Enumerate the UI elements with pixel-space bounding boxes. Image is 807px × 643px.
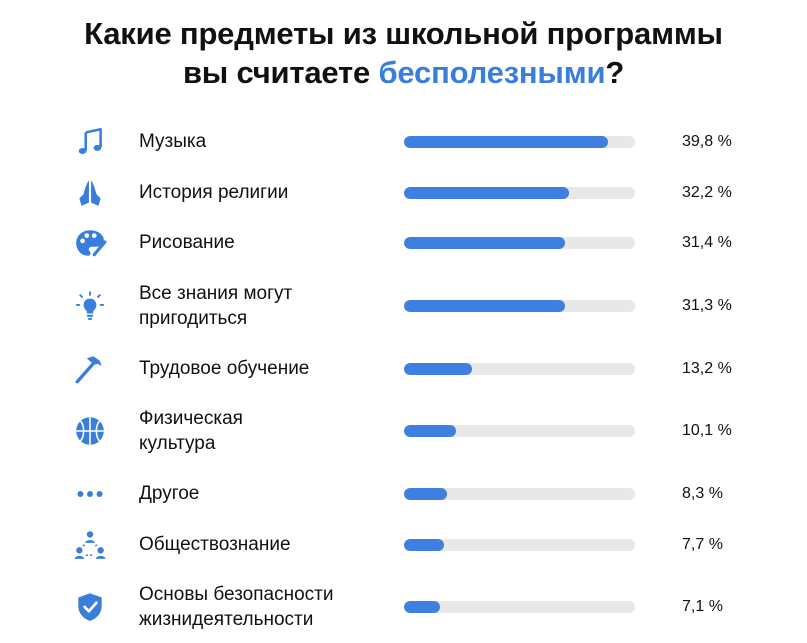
category-label-line-1: История религии [139,182,289,203]
category-label: Обществознание [139,532,389,557]
bar-track [404,187,635,199]
bar-track [404,237,635,249]
category-label: Другое [139,481,389,506]
praying-hands-icon [72,175,108,211]
category-label-line-1: Обществознание [139,534,291,555]
category-label-line-1: Другое [139,483,200,504]
bar-track [404,363,635,375]
title-accent-word: бесполезными [378,55,606,90]
bar [404,363,472,375]
category-label-line-2: жизнидеятельности [139,609,314,630]
palette-icon [72,225,108,261]
dots-icon [72,476,108,512]
title-prefix: вы считаете [182,55,379,90]
music-note-icon [72,124,108,160]
lightbulb-icon [72,288,108,324]
bar-track [404,425,635,437]
bar-track [404,136,635,148]
basketball-icon [72,413,108,449]
value-label: 31,4 % [682,234,732,251]
category-label: Музыка [139,129,389,154]
value-label: 32,2 % [682,184,732,201]
bar [404,488,447,500]
category-label: Физическая культура [139,406,389,456]
bar [404,601,440,613]
category-label-line-1: Музыка [139,131,207,152]
bar-track [404,601,635,613]
value-label: 7,1 % [682,598,723,615]
category-label-line-2: пригодиться [139,308,248,329]
category-label: Все знания могут пригодиться [139,281,389,331]
category-label-line-1: Рисование [139,232,235,253]
title-suffix: ? [605,55,625,90]
value-label: 8,3 % [682,485,723,502]
hammer-icon [72,351,108,387]
bar [404,237,565,249]
category-label-line-1: Основы безопасности [139,584,334,605]
chart-title: Какие предметы из школьной программы вы … [0,14,807,92]
bar [404,425,456,437]
category-label: Трудовое обучение [139,356,389,381]
category-label: Рисование [139,230,389,255]
category-label: Основы безопасности жизнидеятельности [139,582,389,632]
shield-check-icon [72,589,108,625]
category-label: История религии [139,180,389,205]
category-label-line-2: культура [139,433,216,454]
bar [404,187,569,199]
bar-track [404,300,635,312]
chart-title-line-1: Какие предметы из школьной программы [84,16,723,51]
category-label-line-1: Все знания могут [139,283,293,304]
value-label: 7,7 % [682,536,723,553]
bar [404,136,608,148]
value-label: 10,1 % [682,422,732,439]
value-label: 39,8 % [682,133,732,150]
bar [404,539,444,551]
bar-track [404,488,635,500]
chart-title-line-2: вы считаете бесполезными? [0,53,807,92]
value-label: 13,2 % [682,360,732,377]
bar-track [404,539,635,551]
people-icon [72,527,108,563]
bar [404,300,565,312]
category-label-line-1: Трудовое обучение [139,358,310,379]
value-label: 31,3 % [682,297,732,314]
category-label-line-1: Физическая [139,408,243,429]
